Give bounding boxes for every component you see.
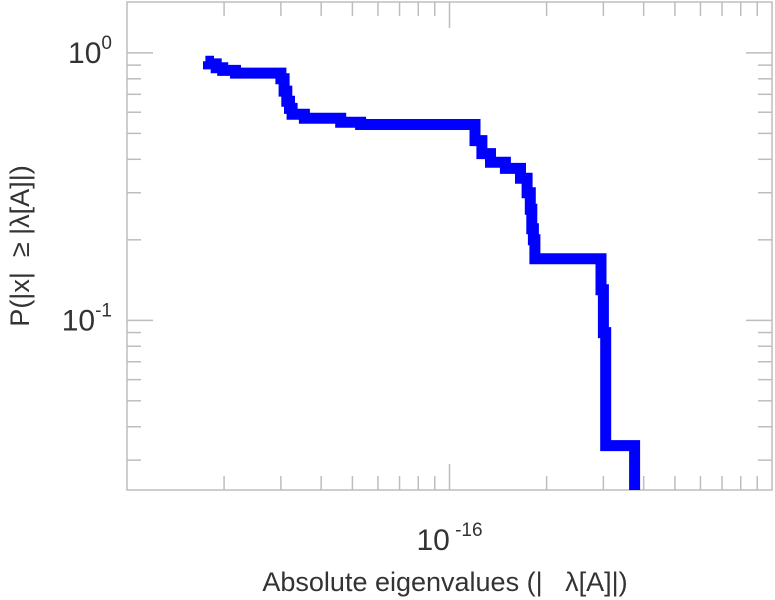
series-layer [203, 55, 641, 490]
series-line [203, 55, 641, 490]
x-tick-labels: 10 -16 [416, 520, 482, 557]
x-tick-label: 10 -16 [416, 520, 482, 557]
y-axis-label: P(|x| ≥ |λ[A]|) [5, 165, 35, 326]
y-minor-ticks [127, 52, 772, 461]
y-tick-label: 100 [68, 33, 112, 70]
x-axis-label: Absolute eigenvalues (| λ[A]|) [262, 567, 627, 597]
y-tick-labels: 100 10-1 [62, 33, 112, 337]
x-minor-ticks [223, 2, 758, 490]
y-tick-label: 10-1 [62, 300, 112, 337]
